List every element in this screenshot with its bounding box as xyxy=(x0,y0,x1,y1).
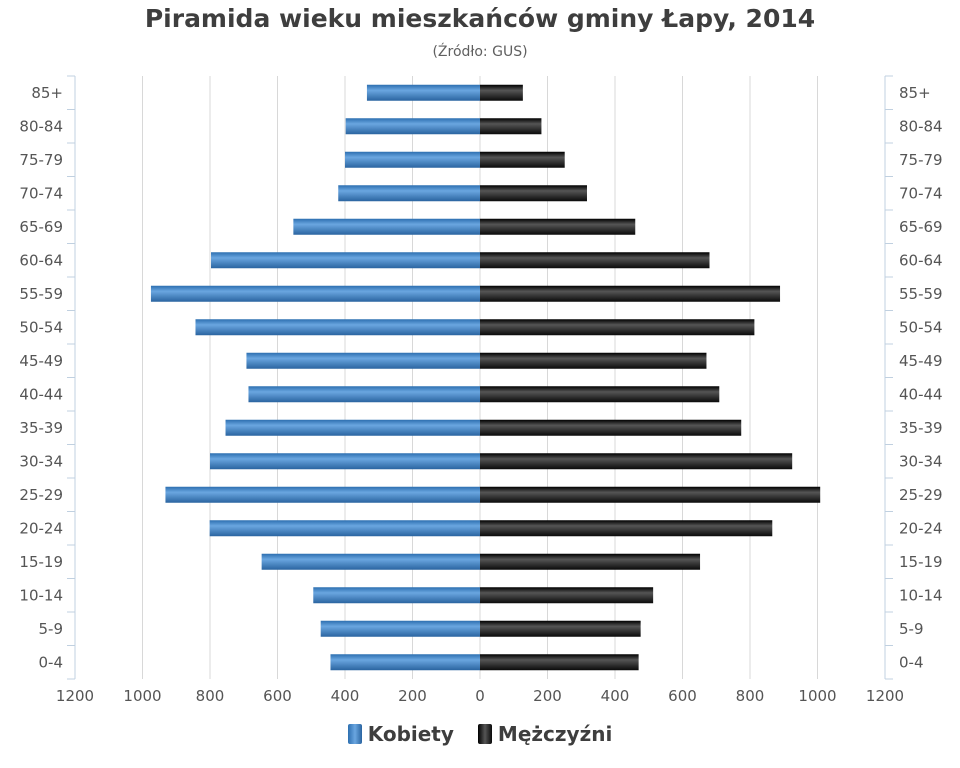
bar-kobiety xyxy=(211,252,480,269)
legend-label-kobiety: Kobiety xyxy=(367,722,454,746)
x-tick-label: 400 xyxy=(331,687,360,705)
chart-legend: Kobiety Mężczyźni xyxy=(0,722,960,746)
category-label-left: 0-4 xyxy=(39,653,64,671)
legend-item-kobiety[interactable]: Kobiety xyxy=(347,722,454,746)
bar-kobiety xyxy=(225,419,480,436)
category-label-right: 70-74 xyxy=(899,184,943,202)
bar-kobiety xyxy=(338,185,480,202)
category-label-right: 20-24 xyxy=(899,519,943,537)
bar-kobiety xyxy=(366,84,480,101)
bar-kobiety xyxy=(293,218,480,235)
bar-kobiety xyxy=(165,486,480,503)
category-label-right: 40-44 xyxy=(899,385,943,403)
category-label-left: 80-84 xyxy=(19,117,63,135)
category-label-right: 60-64 xyxy=(899,251,943,269)
bar-mezczyzni xyxy=(480,453,793,470)
category-label-left: 55-59 xyxy=(19,285,63,303)
category-label-left: 85+ xyxy=(31,84,63,102)
category-label-right: 35-39 xyxy=(899,419,943,437)
category-label-left: 25-29 xyxy=(19,486,63,504)
category-label-right: 45-49 xyxy=(899,352,943,370)
bar-mezczyzni xyxy=(480,553,701,570)
bar-mezczyzni xyxy=(480,654,639,671)
category-label-left: 20-24 xyxy=(19,519,63,537)
category-label-right: 5-9 xyxy=(899,620,924,638)
category-label-right: 30-34 xyxy=(899,452,943,470)
category-label-right: 75-79 xyxy=(899,151,943,169)
x-tick-label: 1200 xyxy=(56,687,94,705)
category-label-left: 75-79 xyxy=(19,151,63,169)
bar-mezczyzni xyxy=(480,419,742,436)
category-label-right: 85+ xyxy=(899,84,931,102)
category-label-right: 80-84 xyxy=(899,117,943,135)
category-label-left: 45-49 xyxy=(19,352,63,370)
x-tick-label: 200 xyxy=(398,687,427,705)
bar-mezczyzni xyxy=(480,252,710,269)
x-tick-label: 800 xyxy=(736,687,765,705)
category-label-left: 10-14 xyxy=(19,586,63,604)
x-tick-label: 1000 xyxy=(123,687,161,705)
x-tick-label: 800 xyxy=(196,687,225,705)
bar-kobiety xyxy=(209,520,480,537)
category-label-left: 30-34 xyxy=(19,452,63,470)
category-label-left: 35-39 xyxy=(19,419,63,437)
legend-swatch-mezczyzni xyxy=(477,724,492,744)
x-tick-label: 600 xyxy=(263,687,292,705)
bar-mezczyzni xyxy=(480,319,755,336)
category-label-left: 40-44 xyxy=(19,385,63,403)
category-label-left: 70-74 xyxy=(19,184,63,202)
bar-kobiety xyxy=(320,620,480,637)
category-label-left: 60-64 xyxy=(19,251,63,269)
bar-mezczyzni xyxy=(480,587,654,604)
category-label-left: 50-54 xyxy=(19,318,63,336)
bar-kobiety xyxy=(248,386,480,403)
bar-kobiety xyxy=(150,285,480,302)
legend-label-mezczyzni: Mężczyźni xyxy=(497,722,613,746)
x-tick-label: 400 xyxy=(601,687,630,705)
bar-mezczyzni xyxy=(480,352,707,369)
bar-mezczyzni xyxy=(480,386,720,403)
category-label-right: 55-59 xyxy=(899,285,943,303)
category-label-right: 65-69 xyxy=(899,218,943,236)
bar-mezczyzni xyxy=(480,84,523,101)
legend-item-mezczyzni[interactable]: Mężczyźni xyxy=(477,722,613,746)
category-label-right: 15-19 xyxy=(899,553,943,571)
x-tick-label: 600 xyxy=(668,687,697,705)
bar-mezczyzni xyxy=(480,620,641,637)
bar-mezczyzni xyxy=(480,185,587,202)
bar-mezczyzni xyxy=(480,118,542,135)
category-label-right: 0-4 xyxy=(899,653,924,671)
chart-subtitle: (Źródło: GUS) xyxy=(432,44,528,60)
bar-kobiety xyxy=(313,587,480,604)
category-label-right: 25-29 xyxy=(899,486,943,504)
bar-kobiety xyxy=(345,118,480,135)
x-tick-label: 0 xyxy=(475,687,485,705)
category-label-right: 50-54 xyxy=(899,318,943,336)
bar-mezczyzni xyxy=(480,218,636,235)
category-label-left: 15-19 xyxy=(19,553,63,571)
bar-mezczyzni xyxy=(480,151,565,168)
bar-kobiety xyxy=(261,553,480,570)
x-tick-label: 1000 xyxy=(798,687,836,705)
x-tick-label: 1200 xyxy=(866,687,904,705)
category-label-left: 5-9 xyxy=(39,620,64,638)
x-tick-label: 200 xyxy=(533,687,562,705)
chart-title: Piramida wieku mieszkańców gminy Łapy, 2… xyxy=(144,4,816,33)
bar-mezczyzni xyxy=(480,285,781,302)
bar-kobiety xyxy=(210,453,480,470)
bar-kobiety xyxy=(345,151,480,168)
category-label-left: 65-69 xyxy=(19,218,63,236)
category-label-right: 10-14 xyxy=(899,586,943,604)
bar-kobiety xyxy=(330,654,480,671)
legend-swatch-kobiety xyxy=(347,724,362,744)
bar-kobiety xyxy=(246,352,480,369)
bar-mezczyzni xyxy=(480,520,773,537)
bar-kobiety xyxy=(195,319,481,336)
bar-mezczyzni xyxy=(480,486,821,503)
